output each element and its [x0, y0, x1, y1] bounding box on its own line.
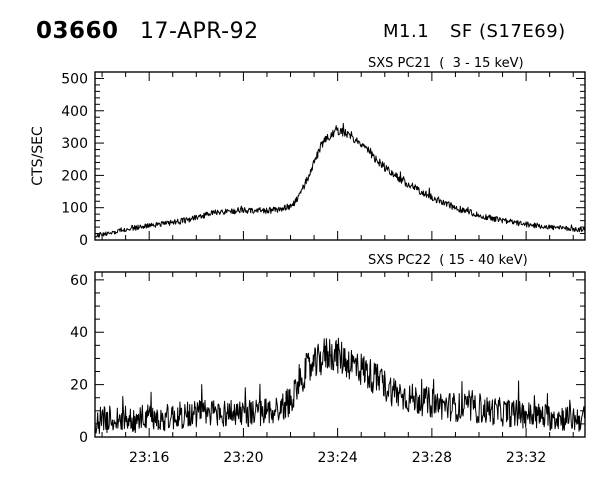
y-tick-label: 300 — [61, 136, 88, 152]
panel-pc21-frame: 0 100 200 300 400 500 CTS/SEC — [30, 71, 586, 249]
observation-date: 17-APR-92 — [140, 19, 259, 44]
data-curve — [94, 337, 586, 434]
y-tick-label: 40 — [70, 325, 88, 341]
y-tick-label: 400 — [61, 104, 88, 120]
y-tick-label: 200 — [61, 168, 88, 184]
optical-class-location: SF (S17E69) — [450, 21, 566, 42]
panel-border-top — [94, 271, 586, 438]
x-tick-label: 23:20 — [223, 450, 263, 466]
x-axis-labels: 23:16 23:20 23:24 23:28 23:32 — [129, 450, 546, 466]
y-tick-label: 20 — [70, 378, 88, 394]
panel-label-pc22: SXS PC22 ( 15 - 40 keV) — [368, 253, 528, 268]
xray-class: M1.1 — [383, 21, 430, 42]
optical-class-text: SF — [450, 21, 473, 42]
y-tick-label: 500 — [61, 71, 88, 87]
y-tick-label: 0 — [79, 233, 88, 249]
x-tick-label: 23:32 — [506, 450, 546, 466]
panel-label-pc21: SXS PC21 ( 3 - 15 keV) — [368, 56, 524, 71]
x-tick-label: 23:16 — [129, 450, 169, 466]
data-curve — [94, 122, 586, 238]
y-axis-title: CTS/SEC — [30, 126, 46, 186]
x-tick-label: 23:28 — [412, 450, 452, 466]
y-tick-label: 100 — [61, 201, 88, 217]
panel-border-top — [94, 71, 586, 241]
panel-pc22-frame: 0 20 40 60 — [70, 271, 586, 446]
panel-border — [94, 71, 586, 241]
flare-location-text: (S17E69) — [479, 21, 566, 42]
y-tick-label: 0 — [79, 430, 88, 446]
y-tick-label: 60 — [70, 273, 88, 289]
x-tick-label: 23:24 — [317, 450, 357, 466]
event-number: 03660 — [36, 18, 119, 44]
